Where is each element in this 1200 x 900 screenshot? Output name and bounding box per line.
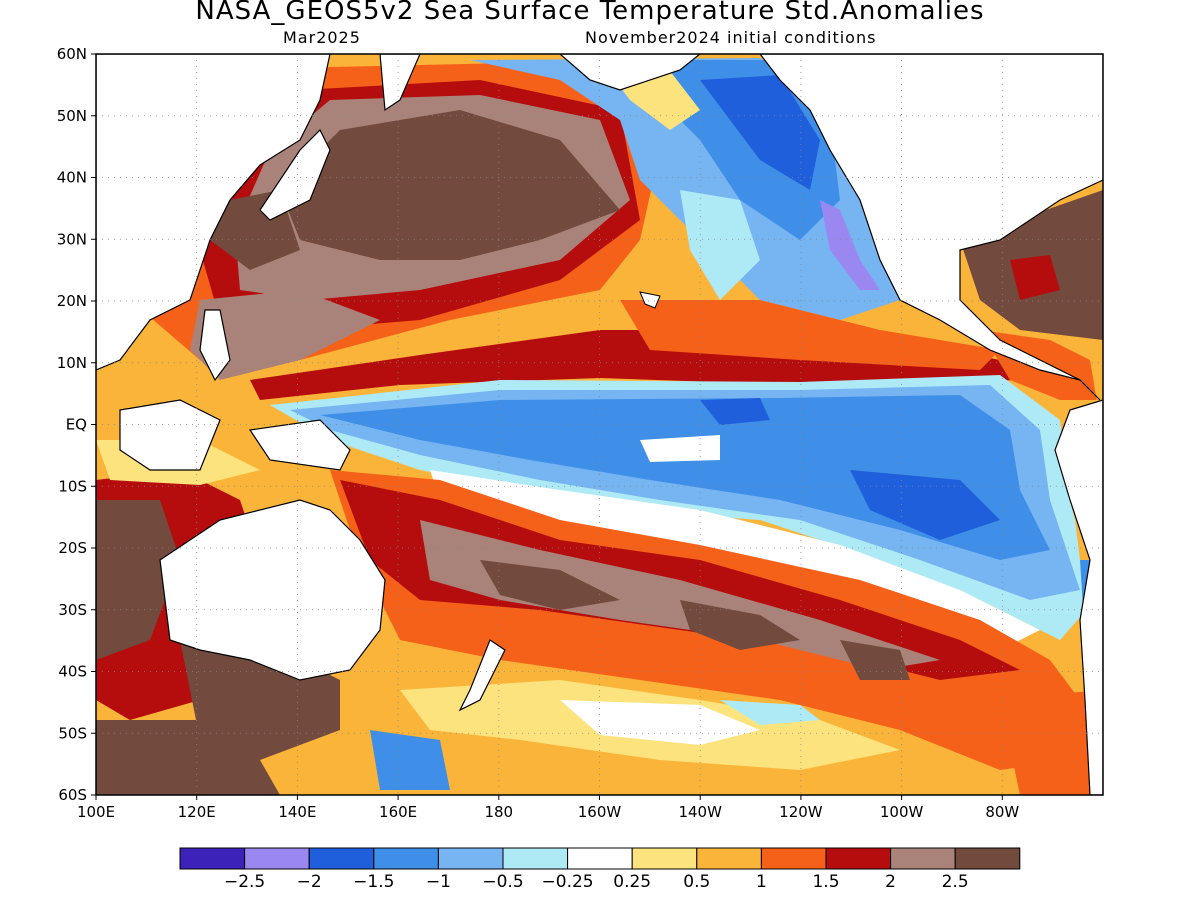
colorbar-label: 1 <box>756 872 767 892</box>
lat-label: 10S <box>58 477 87 495</box>
lat-label: 50N <box>57 107 87 125</box>
lat-label: 30S <box>58 601 87 619</box>
sp-brown-1 <box>480 560 620 610</box>
initial-conditions-label: November2024 initial conditions <box>585 28 877 47</box>
ct-white-patch <box>640 435 720 462</box>
so-orange-east <box>1000 690 1103 795</box>
alaska-land <box>559 54 701 91</box>
colorbar-swatch <box>631 847 698 870</box>
colorbar-label: 1.5 <box>812 872 839 892</box>
sp-light-brown <box>420 520 940 670</box>
north-america-land <box>759 54 1103 401</box>
land <box>96 54 1103 795</box>
ct-blue <box>320 395 1050 560</box>
lat-label: 60S <box>58 786 87 804</box>
colorbar-swatch <box>567 847 633 870</box>
so-blue <box>370 730 450 790</box>
np-dark-brown <box>280 110 620 260</box>
lon-label: 80W <box>985 803 1019 821</box>
japan-land <box>259 128 331 221</box>
colorbar-swatch <box>502 847 569 870</box>
lon-label: 160W <box>578 803 622 821</box>
lon-label: 120E <box>178 803 216 821</box>
sp-brown-3 <box>840 640 910 680</box>
new-zealand-land <box>458 639 506 712</box>
lon-label: 140E <box>278 803 316 821</box>
colorbar-swatch <box>696 847 762 870</box>
colorbar-label: −2.5 <box>224 872 265 892</box>
colorbar-label: 0.25 <box>613 872 651 892</box>
colorbar-label: 0.5 <box>683 872 710 892</box>
anomaly-field <box>96 54 1103 795</box>
lon-label: 120W <box>779 803 823 821</box>
colorbar-label: 2.5 <box>942 872 969 892</box>
forecast-month: Mar2025 <box>283 28 361 47</box>
gulf-red <box>1010 255 1060 300</box>
colorbar-swatch <box>825 847 892 870</box>
nep-deep-blue <box>700 75 820 190</box>
so-brown-west <box>96 720 280 795</box>
lat-label: 20S <box>58 539 87 557</box>
colorbar-label: 2 <box>885 872 896 892</box>
wp-light-brown <box>190 290 380 380</box>
longitude-axis: 100E 120E 140E 160E 180 160W 140W 120W 100W 80W <box>77 795 1019 821</box>
nep-cyan <box>680 190 760 300</box>
colorbar-swatch <box>760 847 827 870</box>
nep-purple <box>820 200 880 290</box>
colorbar: −2.5 −2 −1.5 −1 −0.5 −0.25 0.25 0.5 1 1.5 2 2.5 <box>179 847 1021 892</box>
lat-label: 20N <box>57 292 87 310</box>
kamchatka-land <box>379 54 421 112</box>
colorbar-label: −1 <box>426 872 451 892</box>
lon-label: 180 <box>484 803 513 821</box>
colorbar-swatch <box>954 847 1021 870</box>
lat-label: 30N <box>57 230 87 248</box>
lat-label: 50S <box>58 724 87 742</box>
colorbar-label: −0.5 <box>482 872 523 892</box>
australia-land <box>159 499 386 681</box>
colorbar-label: −1.5 <box>353 872 394 892</box>
lat-label: 10N <box>57 354 87 372</box>
ntrop-orange-band <box>620 300 1000 370</box>
lat-label: EQ <box>66 416 87 434</box>
io-brown <box>96 500 180 660</box>
colorbar-swatch <box>437 847 504 870</box>
lat-label: 40N <box>57 169 87 187</box>
sp-brown-2 <box>680 600 800 650</box>
indonesia-land <box>119 399 221 471</box>
colorbar-label: −0.25 <box>542 872 594 892</box>
colorbar-swatch <box>890 847 956 870</box>
so-white <box>560 700 760 745</box>
lat-label: 60N <box>57 45 87 63</box>
lon-label: 100W <box>880 803 924 821</box>
colorbar-swatch <box>179 847 246 870</box>
colorbar-swatch <box>244 847 310 870</box>
lat-label: 40S <box>58 663 87 681</box>
lon-label: 160E <box>379 803 417 821</box>
latitude-axis: 60N 50N 40N 30N 20N 10N EQ 10S 20S 30S 40S 50S 60S <box>57 45 96 804</box>
map-title: NASA_GEOS5v2 Sea Surface Temperature Std… <box>195 0 985 26</box>
hawaii-land <box>639 291 661 309</box>
ct-deep-blue-2 <box>700 398 770 425</box>
ct-deep-blue-1 <box>850 470 1000 540</box>
lon-label: 100E <box>77 803 115 821</box>
new-guinea-land <box>248 419 351 471</box>
colorbar-label: −2 <box>297 872 322 892</box>
lon-label: 140W <box>678 803 722 821</box>
asia-land <box>96 54 331 371</box>
colorbar-swatch <box>308 847 375 870</box>
colorbar-swatch <box>373 847 439 870</box>
so-cyan <box>720 700 820 725</box>
south-america-land <box>1054 399 1103 795</box>
